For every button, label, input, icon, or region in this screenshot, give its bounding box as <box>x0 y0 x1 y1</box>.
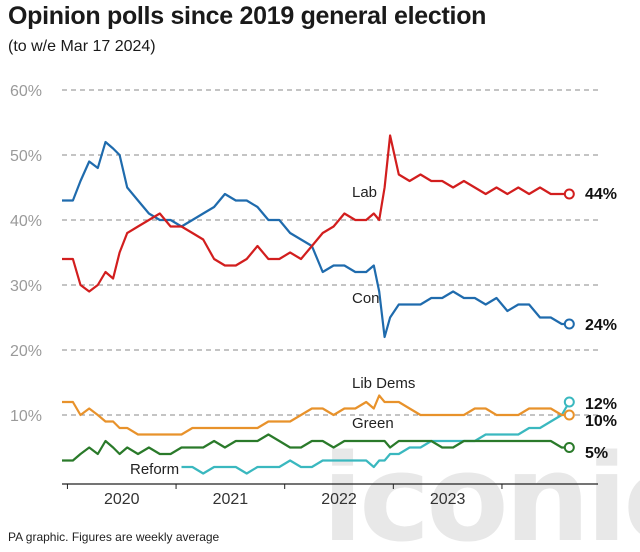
x-tick-label: 2023 <box>430 491 466 508</box>
end-value-label: 24% <box>585 317 617 334</box>
y-tick-label: 60% <box>10 83 42 100</box>
y-tick-label: 10% <box>10 408 42 425</box>
chart-title: Opinion polls since 2019 general electio… <box>8 2 487 30</box>
y-tick-label: 20% <box>10 343 42 360</box>
y-tick-label: 30% <box>10 278 42 295</box>
x-tick-label: 2020 <box>104 491 140 508</box>
y-tick-label: 50% <box>10 148 42 165</box>
series-label-lib-dems: Lib Dems <box>352 375 415 392</box>
series-line-lab <box>62 134 570 293</box>
series-label-reform: Reform <box>130 461 179 478</box>
end-value-label: 5% <box>585 445 608 462</box>
x-tick-label: 2022 <box>321 491 357 508</box>
end-marker-green <box>563 442 575 453</box>
series-line-lib-dems <box>62 394 570 436</box>
series-line-green <box>62 433 570 462</box>
end-marker-lib-dems <box>563 409 575 421</box>
chart-subtitle: (to w/e Mar 17 2024) <box>8 38 156 55</box>
end-marker-con <box>563 318 575 330</box>
end-value-label: 12% <box>585 396 617 413</box>
series-line-reform <box>181 401 571 475</box>
end-marker-lab <box>563 188 575 200</box>
series-label-green: Green <box>352 415 394 432</box>
end-value-label: 10% <box>585 413 617 430</box>
series-label-lab: Lab <box>352 184 377 201</box>
end-value-label: 44% <box>585 186 617 203</box>
footnote: PA graphic. Figures are weekly average <box>8 530 220 544</box>
series-line-con <box>62 140 570 339</box>
series-label-con: Con <box>352 290 380 307</box>
x-tick-label: 2021 <box>213 491 249 508</box>
end-marker-reform <box>563 396 575 408</box>
y-tick-label: 40% <box>10 213 42 230</box>
